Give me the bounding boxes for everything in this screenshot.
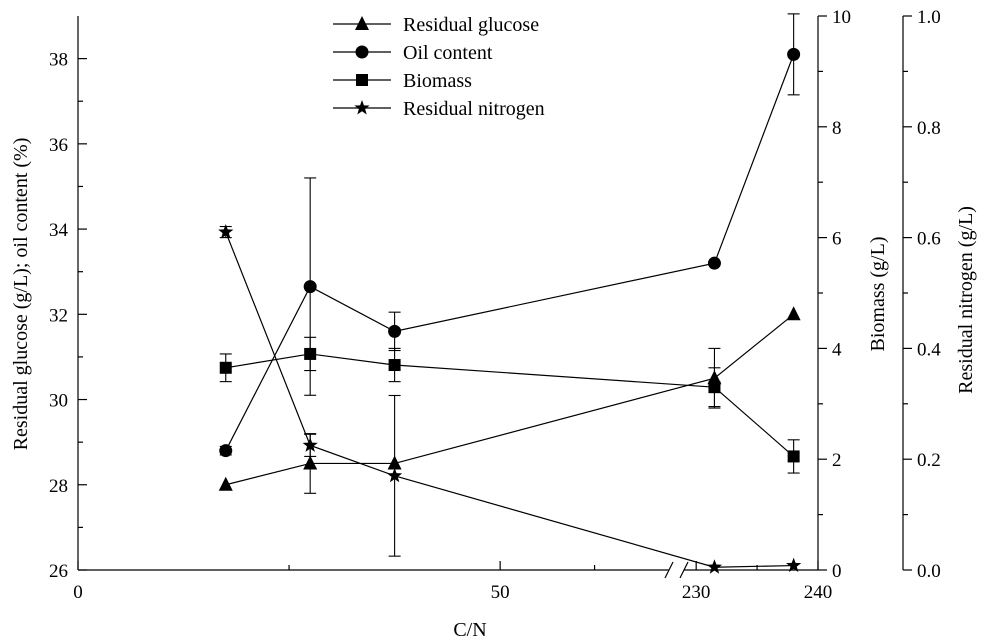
series-residual-nitrogen bbox=[218, 224, 802, 574]
data-point-residual-nitrogen bbox=[387, 467, 403, 483]
legend-item-biomass: Biomass bbox=[333, 70, 472, 92]
legend-marker-biomass bbox=[356, 74, 368, 86]
data-point-oil-content bbox=[388, 324, 402, 338]
x-axis-break-mark bbox=[679, 561, 689, 579]
x-axis-label: C/N bbox=[453, 619, 486, 641]
left-tick-label: 26 bbox=[49, 561, 68, 582]
x-axis-break-mark bbox=[664, 561, 674, 579]
legend-item-residual-glucose: Residual glucose bbox=[333, 14, 539, 36]
legend-label: Biomass bbox=[403, 70, 472, 92]
data-point-residual-glucose bbox=[786, 306, 801, 321]
data-point-biomass bbox=[787, 450, 800, 463]
biomass-axis-label: Biomass (g/L) bbox=[867, 237, 889, 352]
data-point-residual-glucose bbox=[303, 455, 318, 470]
x-tick-label: 50 bbox=[491, 582, 510, 603]
nitrogen-tick-label: 0.2 bbox=[917, 450, 941, 471]
series-layer bbox=[218, 13, 802, 574]
data-point-oil-content bbox=[707, 256, 721, 270]
data-point-residual-nitrogen bbox=[786, 557, 802, 573]
left-tick-label: 34 bbox=[49, 220, 69, 241]
data-point-residual-nitrogen bbox=[218, 224, 234, 239]
data-point-biomass bbox=[304, 347, 317, 360]
legend-marker-residual-glucose bbox=[355, 16, 369, 30]
nitrogen-tick-label: 0.6 bbox=[917, 229, 941, 250]
axes-layer: 0 50 230 240 26 28 30 32 34 36 38 0 2 4 6 8 10 0.0 0.2 0.4 0… bbox=[49, 7, 941, 603]
series-residual-glucose bbox=[218, 306, 801, 494]
legend-item-residual-nitrogen: Residual nitrogen bbox=[333, 98, 545, 120]
series-biomass bbox=[219, 336, 800, 474]
data-point-residual-nitrogen bbox=[302, 437, 318, 452]
left-tick-label: 30 bbox=[49, 391, 68, 412]
left-axis-label: Residual glucose (g/L); oil content (%) bbox=[10, 138, 32, 451]
data-point-residual-nitrogen bbox=[706, 559, 723, 574]
legend-marker-residual-nitrogen bbox=[354, 100, 370, 115]
series-oil-content bbox=[219, 13, 801, 458]
x-tick-label: 0 bbox=[73, 582, 83, 603]
biomass-tick-label: 8 bbox=[832, 118, 842, 139]
biomass-tick-label: 10 bbox=[832, 7, 851, 28]
nitrogen-tick-label: 0.4 bbox=[917, 339, 941, 360]
data-point-oil-content bbox=[219, 444, 233, 458]
left-tick-label: 32 bbox=[49, 305, 68, 326]
nitrogen-tick-label: 1.0 bbox=[917, 7, 941, 28]
data-point-biomass bbox=[388, 359, 401, 372]
left-tick-label: 38 bbox=[49, 50, 68, 71]
nitrogen-tick-label: 0.0 bbox=[917, 561, 941, 582]
legend-label: Residual glucose bbox=[403, 14, 539, 36]
data-point-biomass bbox=[219, 361, 232, 374]
legend: Residual glucose Oil content Biomass Residu… bbox=[333, 14, 545, 120]
left-tick-label: 36 bbox=[49, 135, 68, 156]
legend-item-oil-content: Oil content bbox=[333, 42, 493, 64]
x-tick-label: 230 bbox=[682, 582, 711, 603]
legend-label: Residual nitrogen bbox=[403, 98, 545, 120]
x-tick-label: 240 bbox=[804, 582, 833, 603]
biomass-tick-label: 6 bbox=[832, 229, 842, 250]
data-point-biomass bbox=[708, 381, 721, 394]
nitrogen-axis-label: Residual nitrogen (g/L) bbox=[955, 206, 977, 394]
data-point-oil-content bbox=[303, 280, 317, 294]
left-tick-label: 28 bbox=[49, 476, 68, 497]
nitrogen-tick-label: 0.8 bbox=[917, 118, 941, 139]
legend-marker-oil-content bbox=[355, 45, 369, 59]
legend-label: Oil content bbox=[403, 42, 493, 64]
biomass-tick-label: 4 bbox=[832, 339, 842, 360]
data-point-oil-content bbox=[787, 47, 801, 61]
biomass-tick-label: 0 bbox=[832, 561, 842, 582]
data-point-residual-glucose bbox=[218, 476, 233, 491]
biomass-tick-label: 2 bbox=[832, 450, 842, 471]
